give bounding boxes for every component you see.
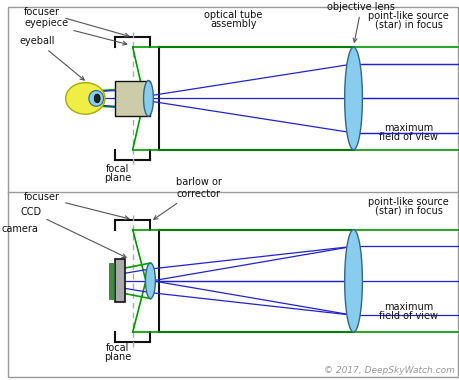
Text: assembly: assembly [210, 19, 256, 28]
Text: focal: focal [106, 165, 129, 174]
Bar [115, 259, 124, 302]
Text: maximum: maximum [383, 123, 432, 133]
Polygon shape [145, 263, 155, 299]
Text: point-like source: point-like source [368, 197, 448, 207]
Bar [109, 263, 114, 299]
Text: (star) in focus: (star) in focus [374, 19, 442, 30]
Text: eyeball: eyeball [19, 36, 84, 80]
Text: plane: plane [104, 352, 131, 362]
Ellipse shape [66, 82, 105, 114]
Polygon shape [344, 230, 362, 332]
Polygon shape [344, 47, 362, 150]
Ellipse shape [94, 94, 100, 103]
Text: © 2017, DeepSkyWatch.com: © 2017, DeepSkyWatch.com [324, 366, 454, 375]
Text: CCD: CCD [20, 207, 126, 257]
Ellipse shape [89, 90, 103, 106]
Text: focal: focal [106, 343, 129, 353]
Text: (star) in focus: (star) in focus [374, 206, 442, 216]
Text: objective lens: objective lens [327, 2, 394, 42]
Text: maximum: maximum [383, 302, 432, 312]
Text: field of view: field of view [378, 132, 437, 142]
Polygon shape [143, 81, 153, 116]
Text: optical tube: optical tube [204, 10, 262, 20]
Text: camera: camera [2, 223, 39, 234]
Text: barlow or
corrector: barlow or corrector [153, 177, 221, 219]
Text: plane: plane [104, 173, 131, 183]
Text: eyepiece: eyepiece [24, 19, 127, 45]
Text: field of view: field of view [378, 311, 437, 321]
Text: focuser: focuser [24, 192, 129, 220]
Text: focuser: focuser [24, 6, 129, 37]
Text: point-like source: point-like source [368, 11, 448, 21]
Bar [115, 81, 150, 116]
